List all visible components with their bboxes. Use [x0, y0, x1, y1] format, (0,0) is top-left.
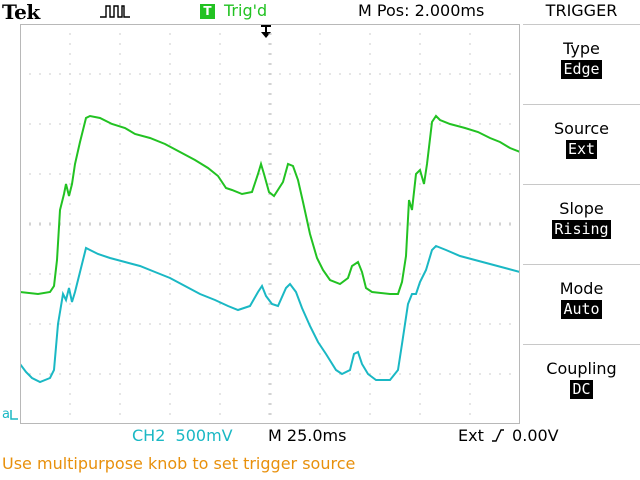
help-message: Use multipurpose knob to set trigger sou…	[2, 454, 356, 473]
menu-item-label: Coupling	[546, 359, 617, 378]
status-header: Tek T Trig'd M Pos: 2.000ms	[0, 0, 520, 24]
waveform-display[interactable]	[20, 24, 520, 424]
brand-logo: Tek	[2, 0, 40, 24]
menu-item-source[interactable]: Source Ext	[523, 104, 640, 183]
menu-item-label: Slope	[559, 199, 604, 218]
ch1-waveform	[20, 114, 520, 296]
menu-item-slope[interactable]: Slope Rising	[523, 184, 640, 263]
menu-item-value: Rising	[552, 220, 611, 239]
trigger-level: 0.00V	[512, 426, 559, 445]
menu-item-value: DC	[570, 380, 593, 399]
trigger-status: Trig'd	[224, 1, 268, 20]
menu-item-coupling[interactable]: Coupling DC	[523, 344, 640, 423]
menu-title: TRIGGER	[545, 1, 618, 20]
menu-item-value: Ext	[565, 140, 598, 159]
trigger-readout: Ext 0.00V	[458, 426, 559, 446]
menu-item-value: Auto	[561, 300, 602, 319]
menu-item-mode[interactable]: Mode Auto	[523, 264, 640, 343]
ch2-ground-marker-icon: a	[2, 407, 18, 422]
horizontal-position-readout: M Pos: 2.000ms	[358, 1, 485, 20]
trigger-menu: TRIGGER Type Edge Source Ext Slope Risin…	[523, 0, 640, 422]
menu-item-type[interactable]: Type Edge	[523, 24, 640, 103]
timebase-readout: M 25.0ms	[268, 426, 347, 445]
ch2-scale-readout: CH2 500mV	[132, 426, 233, 445]
trigger-state-badge: T	[200, 4, 215, 19]
rising-edge-icon	[491, 429, 504, 442]
menu-item-label: Type	[563, 39, 600, 58]
menu-item-label: Mode	[559, 279, 604, 298]
svg-text:a: a	[2, 407, 10, 422]
graticule-border	[20, 24, 520, 424]
menu-item-label: Source	[554, 119, 609, 138]
pulse-icon	[100, 3, 130, 23]
menu-item-value: Edge	[561, 60, 602, 79]
ch2-waveform	[20, 244, 520, 384]
trigger-source-label: Ext	[458, 426, 484, 445]
